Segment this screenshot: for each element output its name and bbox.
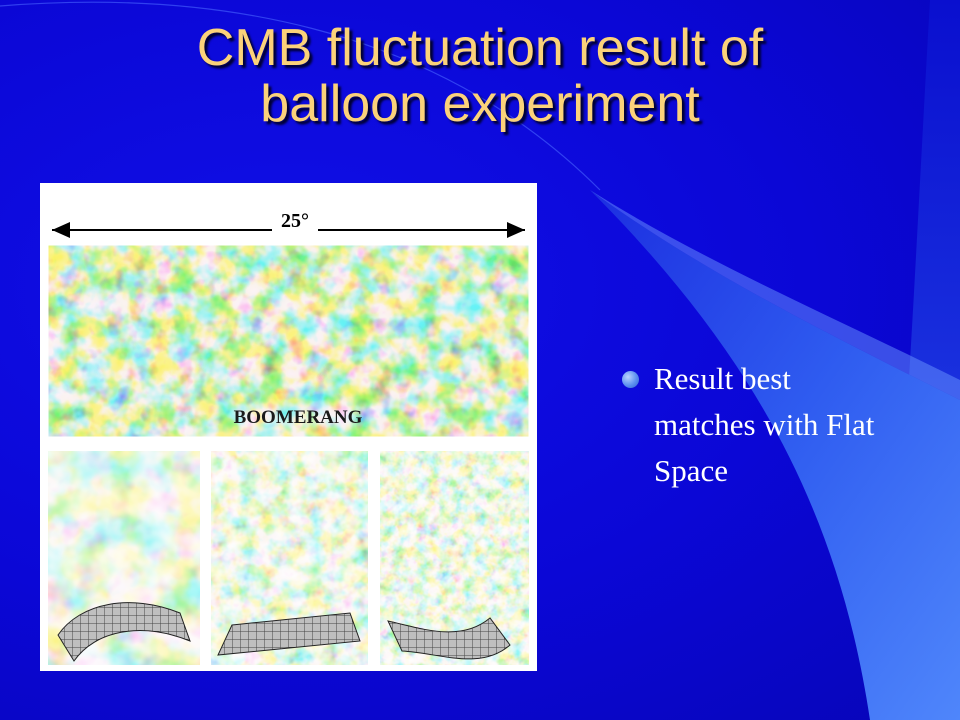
boomerang-map (47, 244, 530, 438)
scale-label: 25° (281, 210, 309, 232)
bullet-dot-icon (622, 371, 639, 388)
boomerang-figure: 25° BOOMERANG (40, 183, 537, 671)
panel-open (380, 451, 529, 665)
boomerang-label: BOOMERANG (234, 407, 363, 428)
panel-closed (48, 451, 200, 665)
bullet-text: Result best matches with Flat Space (654, 361, 875, 488)
cmb-map-figure: 25° BOOMERANG (47, 207, 530, 665)
bullet-item: Result best matches with Flat Space (622, 356, 882, 494)
slide-title: CMB fluctuation result of balloon experi… (196, 19, 764, 133)
panel-flat (211, 451, 368, 665)
bullet-list: Result best matches with Flat Space (622, 356, 882, 494)
